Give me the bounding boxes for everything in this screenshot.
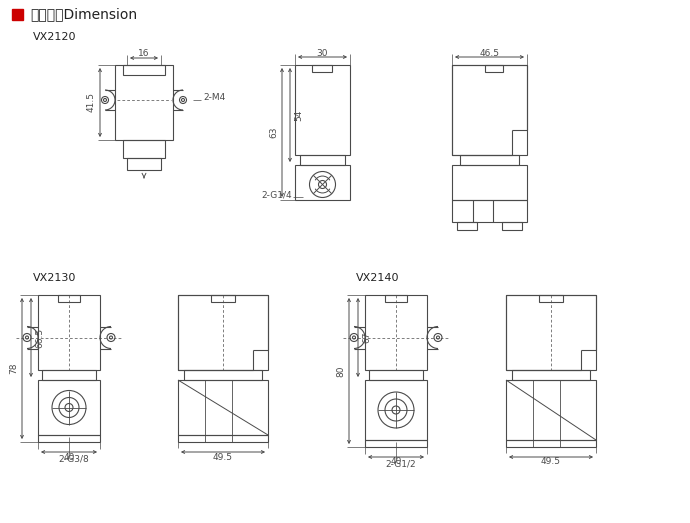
- Bar: [506, 440, 596, 447]
- Bar: [127, 158, 161, 170]
- Bar: [295, 165, 350, 200]
- Bar: [485, 65, 503, 72]
- Text: VX2130: VX2130: [33, 273, 77, 283]
- Bar: [184, 370, 262, 380]
- Bar: [452, 165, 527, 200]
- Bar: [365, 380, 427, 440]
- Text: 67: 67: [362, 332, 371, 343]
- Text: 66.5: 66.5: [35, 327, 44, 348]
- Text: 外型尺寸Dimension: 外型尺寸Dimension: [30, 7, 137, 21]
- Text: 54: 54: [294, 109, 303, 121]
- Text: 2-G3/8: 2-G3/8: [59, 454, 90, 463]
- Bar: [115, 65, 173, 140]
- Text: 2-G1/2: 2-G1/2: [386, 460, 416, 469]
- Bar: [365, 295, 427, 370]
- Bar: [506, 295, 596, 370]
- Bar: [512, 370, 590, 380]
- Bar: [365, 440, 427, 447]
- Text: 2-M4: 2-M4: [203, 94, 225, 103]
- Text: 49.5: 49.5: [541, 458, 561, 467]
- Bar: [312, 65, 332, 72]
- Bar: [38, 380, 100, 435]
- Bar: [295, 65, 350, 155]
- Bar: [38, 435, 100, 442]
- Text: 41.5: 41.5: [87, 93, 96, 112]
- Text: VX2120: VX2120: [33, 32, 77, 42]
- Text: 46.5: 46.5: [480, 49, 500, 58]
- Text: 40: 40: [391, 458, 402, 467]
- Text: 49.5: 49.5: [213, 452, 233, 461]
- Text: 80: 80: [336, 365, 345, 377]
- Text: 30: 30: [317, 49, 328, 58]
- Bar: [12, 9, 23, 20]
- Bar: [539, 295, 563, 302]
- Bar: [300, 155, 345, 165]
- Text: 16: 16: [138, 50, 150, 59]
- Bar: [460, 155, 519, 165]
- Bar: [178, 295, 268, 370]
- Bar: [452, 65, 527, 155]
- Bar: [123, 140, 165, 158]
- Text: 40: 40: [63, 452, 75, 461]
- Text: 2-G1/4: 2-G1/4: [262, 190, 292, 199]
- Bar: [38, 295, 100, 370]
- Bar: [123, 65, 165, 75]
- Bar: [42, 370, 96, 380]
- Bar: [385, 295, 407, 302]
- Bar: [178, 435, 268, 442]
- Bar: [369, 370, 423, 380]
- Text: 78: 78: [9, 363, 18, 374]
- Bar: [502, 222, 522, 230]
- Text: VX2140: VX2140: [356, 273, 400, 283]
- Bar: [211, 295, 235, 302]
- Bar: [452, 200, 527, 222]
- Text: 63: 63: [269, 127, 278, 138]
- Bar: [506, 380, 596, 440]
- Bar: [58, 295, 80, 302]
- Bar: [457, 222, 477, 230]
- Bar: [178, 380, 268, 435]
